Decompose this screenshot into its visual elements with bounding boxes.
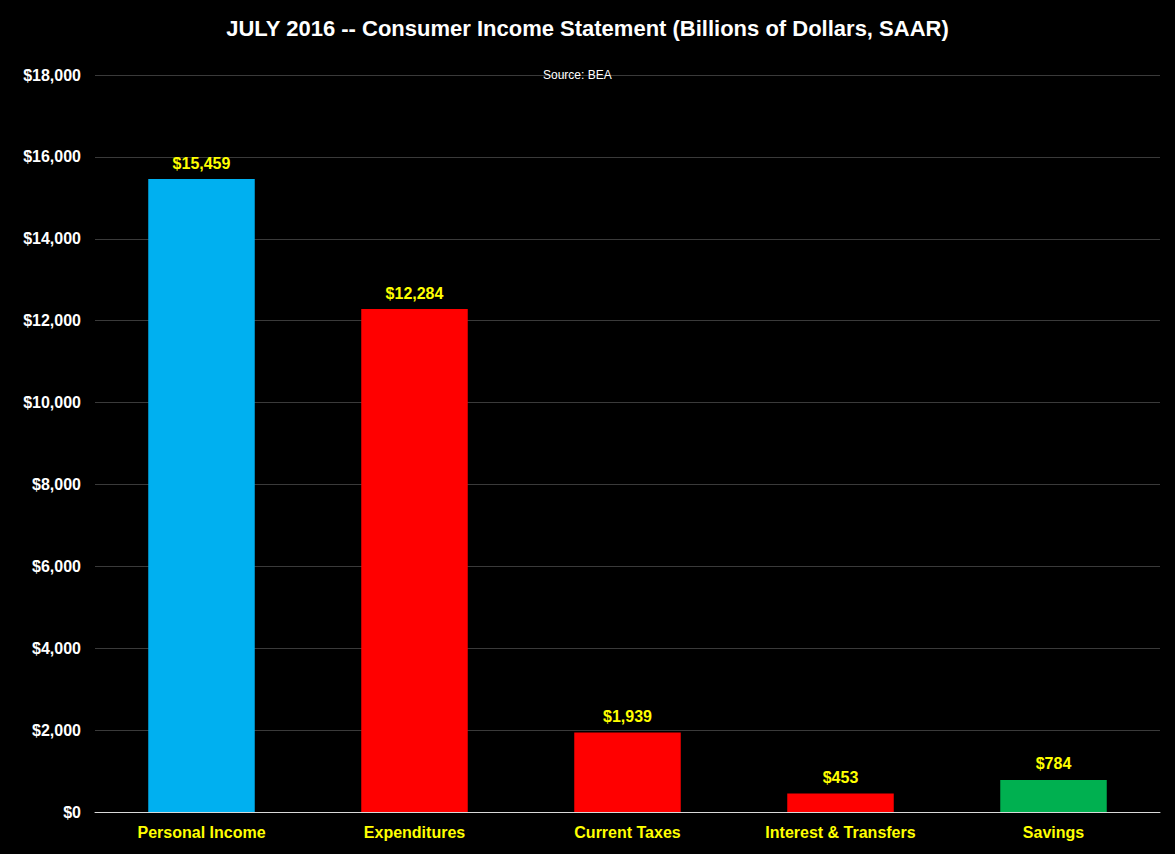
svg-text:$16,000: $16,000 bbox=[23, 148, 81, 165]
svg-text:$2,000: $2,000 bbox=[32, 722, 81, 739]
svg-text:$15,459: $15,459 bbox=[173, 155, 231, 172]
svg-text:Interest & Transfers: Interest & Transfers bbox=[765, 824, 915, 841]
svg-text:$4,000: $4,000 bbox=[32, 640, 81, 657]
svg-text:$8,000: $8,000 bbox=[32, 476, 81, 493]
svg-text:$0: $0 bbox=[63, 804, 81, 821]
svg-text:$18,000: $18,000 bbox=[23, 67, 81, 84]
svg-text:$12,000: $12,000 bbox=[23, 312, 81, 329]
svg-text:Personal Income: Personal Income bbox=[137, 824, 265, 841]
svg-text:$784: $784 bbox=[1036, 755, 1072, 772]
svg-text:JULY 2016 -- Consumer Income S: JULY 2016 -- Consumer Income Statement (… bbox=[226, 16, 949, 41]
svg-text:$14,000: $14,000 bbox=[23, 230, 81, 247]
svg-text:Current Taxes: Current Taxes bbox=[574, 824, 681, 841]
svg-text:$6,000: $6,000 bbox=[32, 558, 81, 575]
svg-text:$453: $453 bbox=[823, 769, 859, 786]
svg-text:$10,000: $10,000 bbox=[23, 394, 81, 411]
svg-text:$12,284: $12,284 bbox=[386, 285, 444, 302]
svg-text:$1,939: $1,939 bbox=[603, 708, 652, 725]
svg-text:Expenditures: Expenditures bbox=[364, 824, 465, 841]
svg-text:Source: BEA: Source: BEA bbox=[543, 68, 612, 82]
svg-text:Savings: Savings bbox=[1023, 824, 1084, 841]
